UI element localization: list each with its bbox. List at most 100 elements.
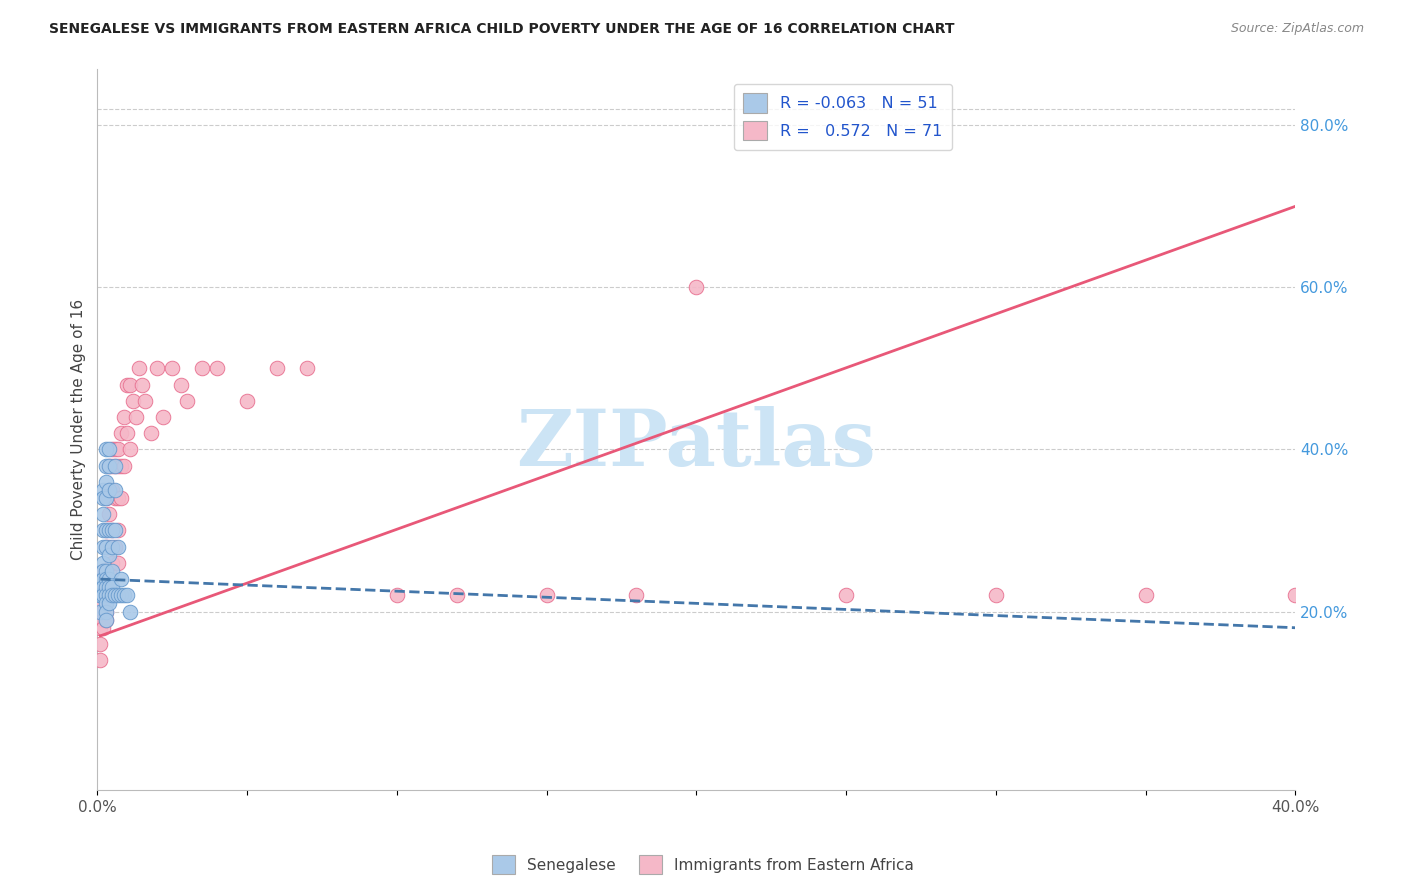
Legend: R = -0.063   N = 51, R =   0.572   N = 71: R = -0.063 N = 51, R = 0.572 N = 71	[734, 84, 952, 150]
Point	[107, 556, 129, 570]
Point	[117, 588, 139, 602]
Point	[128, 361, 150, 376]
Point	[101, 458, 124, 473]
Point	[112, 458, 135, 473]
Point	[98, 572, 121, 586]
Point	[93, 605, 115, 619]
Point	[266, 361, 288, 376]
Point	[104, 483, 127, 497]
Point	[984, 588, 1007, 602]
Point	[96, 605, 118, 619]
Point	[98, 508, 121, 522]
Point	[98, 540, 121, 554]
Point	[107, 491, 129, 505]
Text: ZIPatlas: ZIPatlas	[516, 406, 876, 482]
Point	[89, 605, 111, 619]
Point	[89, 653, 111, 667]
Point	[93, 508, 115, 522]
Point	[191, 361, 214, 376]
Point	[98, 524, 121, 538]
Point	[96, 491, 118, 505]
Point	[1284, 588, 1306, 602]
Point	[122, 393, 145, 408]
Point	[626, 588, 648, 602]
Point	[104, 442, 127, 457]
Point	[536, 588, 558, 602]
Point	[96, 524, 118, 538]
Point	[89, 588, 111, 602]
Point	[101, 442, 124, 457]
Point	[446, 588, 468, 602]
Point	[93, 564, 115, 578]
Point	[96, 540, 118, 554]
Legend: Senegalese, Immigrants from Eastern Africa: Senegalese, Immigrants from Eastern Afri…	[486, 849, 920, 880]
Point	[98, 442, 121, 457]
Text: SENEGALESE VS IMMIGRANTS FROM EASTERN AFRICA CHILD POVERTY UNDER THE AGE OF 16 C: SENEGALESE VS IMMIGRANTS FROM EASTERN AF…	[49, 22, 955, 37]
Point	[112, 410, 135, 425]
Point	[107, 524, 129, 538]
Point	[170, 377, 193, 392]
Point	[93, 540, 115, 554]
Point	[385, 588, 408, 602]
Point	[835, 588, 858, 602]
Point	[104, 458, 127, 473]
Point	[89, 621, 111, 635]
Point	[104, 588, 127, 602]
Point	[107, 540, 129, 554]
Point	[96, 605, 118, 619]
Point	[107, 458, 129, 473]
Point	[107, 588, 129, 602]
Point	[104, 491, 127, 505]
Point	[110, 588, 132, 602]
Y-axis label: Child Poverty Under the Age of 16: Child Poverty Under the Age of 16	[72, 299, 86, 560]
Point	[96, 580, 118, 594]
Point	[93, 491, 115, 505]
Point	[110, 426, 132, 441]
Point	[120, 442, 142, 457]
Point	[98, 564, 121, 578]
Point	[96, 613, 118, 627]
Point	[101, 524, 124, 538]
Point	[101, 580, 124, 594]
Point	[112, 588, 135, 602]
Point	[104, 524, 127, 538]
Point	[176, 393, 198, 408]
Point	[98, 548, 121, 562]
Point	[134, 393, 156, 408]
Point	[101, 556, 124, 570]
Point	[96, 564, 118, 578]
Point	[101, 524, 124, 538]
Point	[98, 588, 121, 602]
Point	[93, 613, 115, 627]
Point	[104, 458, 127, 473]
Point	[120, 377, 142, 392]
Point	[96, 475, 118, 489]
Point	[98, 458, 121, 473]
Point	[93, 596, 115, 610]
Point	[96, 564, 118, 578]
Point	[685, 280, 707, 294]
Point	[96, 524, 118, 538]
Point	[117, 377, 139, 392]
Point	[205, 361, 228, 376]
Point	[131, 377, 153, 392]
Point	[110, 491, 132, 505]
Text: Source: ZipAtlas.com: Source: ZipAtlas.com	[1230, 22, 1364, 36]
Point	[146, 361, 169, 376]
Point	[1135, 588, 1157, 602]
Point	[93, 580, 115, 594]
Point	[96, 580, 118, 594]
Point	[101, 588, 124, 602]
Point	[89, 588, 111, 602]
Point	[93, 564, 115, 578]
Point	[98, 580, 121, 594]
Point	[96, 596, 118, 610]
Point	[236, 393, 259, 408]
Point	[107, 442, 129, 457]
Point	[117, 426, 139, 441]
Point	[101, 564, 124, 578]
Point	[93, 524, 115, 538]
Point	[160, 361, 183, 376]
Point	[96, 588, 118, 602]
Point	[104, 540, 127, 554]
